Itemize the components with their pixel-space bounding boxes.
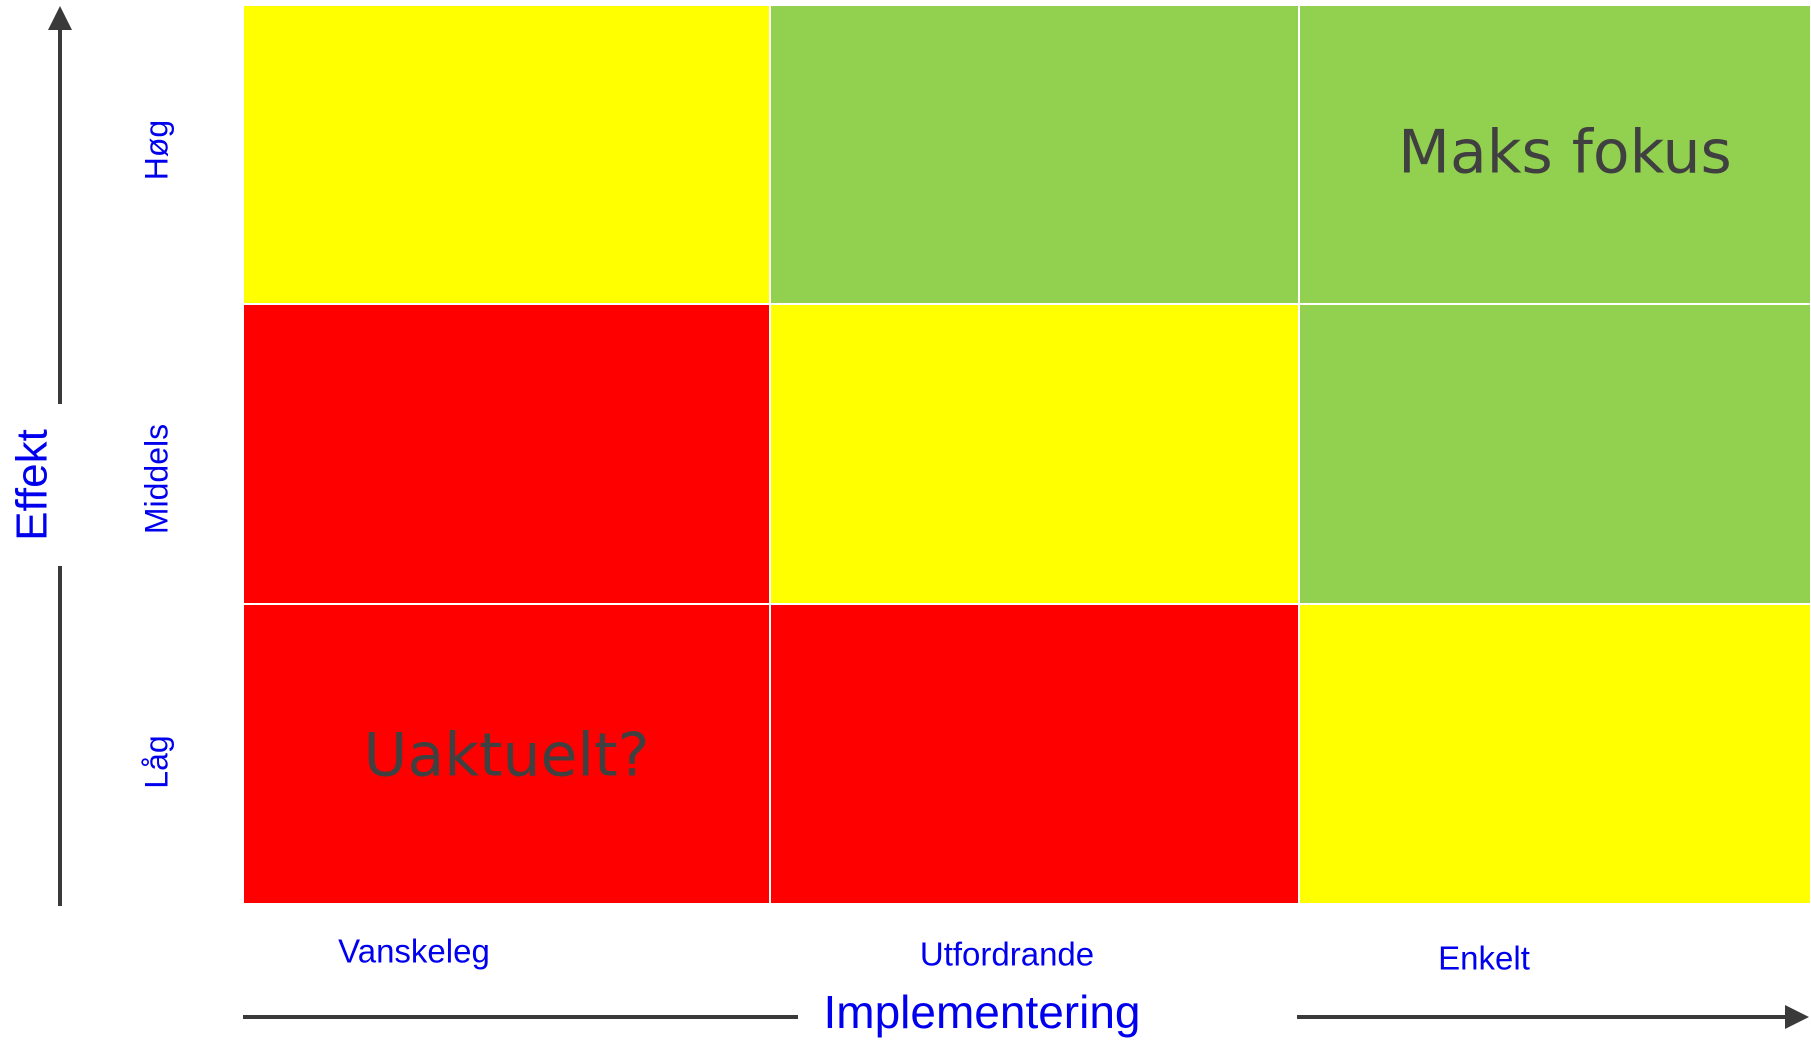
- cell: [771, 305, 1298, 603]
- row-label: Låg: [138, 735, 174, 788]
- column-label: Vanskeleg: [338, 933, 490, 970]
- cell: [244, 305, 769, 603]
- column-label: Utfordrande: [920, 936, 1094, 973]
- y-axis-title: Effekt: [8, 429, 57, 541]
- cell-text: Uaktuelt?: [364, 721, 650, 791]
- cell: [771, 605, 1298, 903]
- cell: [1300, 305, 1810, 603]
- cell: [1300, 6, 1810, 303]
- cell: [771, 6, 1298, 303]
- row-label: Middels: [138, 424, 174, 534]
- column-label: Enkelt: [1438, 940, 1530, 977]
- cell: [244, 605, 769, 903]
- row-label: Høg: [138, 120, 174, 180]
- x-axis-title: Implementering: [823, 986, 1140, 1038]
- cell: [1300, 605, 1810, 903]
- cell: [244, 6, 769, 303]
- cell-text: Maks fokus: [1398, 118, 1732, 188]
